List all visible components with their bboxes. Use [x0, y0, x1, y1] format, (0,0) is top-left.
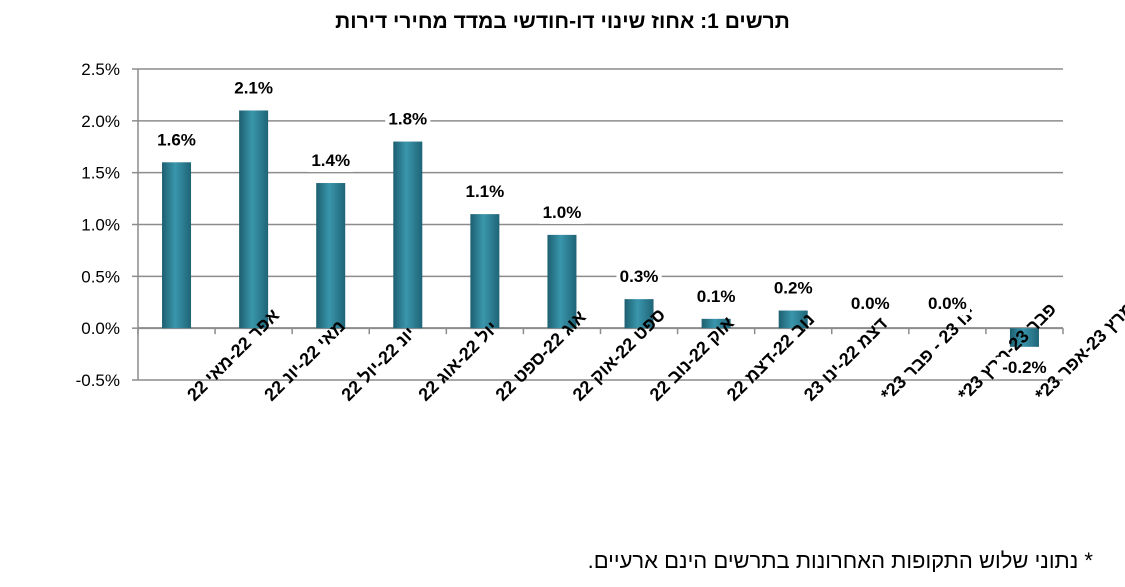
data-label: 1.6%	[157, 130, 196, 149]
data-label-bg	[231, 77, 277, 100]
y-tick-label: -0.5%	[76, 371, 120, 390]
bar	[701, 318, 731, 329]
bar	[239, 110, 269, 329]
data-label: 1.4%	[311, 151, 350, 170]
data-label: 0.1%	[697, 287, 736, 306]
data-label-bg	[153, 129, 200, 152]
data-label-bg	[385, 108, 431, 131]
data-label-bg	[770, 277, 816, 300]
data-label: 0.3%	[620, 267, 659, 286]
x-category-label: יול 22-אוג 22	[414, 317, 501, 404]
footnote: * נתוני שלוש התקופות האחרונות בתרשים הינ…	[587, 548, 1093, 573]
data-label-bg	[924, 293, 970, 316]
data-label-bg	[616, 266, 662, 289]
bar	[316, 183, 346, 329]
bar	[470, 214, 500, 329]
y-tick-label: 1.5%	[81, 164, 120, 183]
x-category-label: מאי 22-יונ 22	[260, 316, 349, 405]
y-tick-label: 0.5%	[81, 267, 120, 286]
bar	[1009, 328, 1039, 347]
data-label-bg	[308, 150, 354, 173]
y-tick-label: 2.5%	[81, 60, 120, 79]
data-label: 1.8%	[388, 110, 427, 129]
data-label: 0.2%	[774, 279, 813, 298]
data-label-bg	[462, 181, 508, 204]
data-label: 0.0%	[851, 294, 890, 313]
bar	[547, 234, 577, 329]
data-label: 1.1%	[466, 182, 505, 201]
chart-title: תרשים 1: אחוז שינוי דו-חודשי במדד מחירי …	[335, 10, 790, 33]
bar	[393, 141, 423, 329]
data-label: 1.0%	[543, 203, 582, 222]
data-label-bg	[847, 293, 893, 316]
data-label-bg	[693, 285, 739, 308]
bar	[624, 299, 654, 329]
bar	[778, 310, 808, 329]
x-category-label: יונ 22-יול 22	[337, 323, 419, 405]
y-tick-label: 1.0%	[81, 216, 120, 235]
data-label-bg	[539, 201, 585, 224]
data-label: 0.0%	[928, 294, 967, 313]
data-label: -0.2%	[1002, 358, 1046, 377]
y-tick-label: 2.0%	[81, 112, 120, 131]
data-label: 2.1%	[234, 78, 273, 97]
y-tick-label: 0.0%	[81, 319, 120, 338]
data-label-bg	[996, 356, 1052, 379]
bar	[162, 162, 192, 329]
